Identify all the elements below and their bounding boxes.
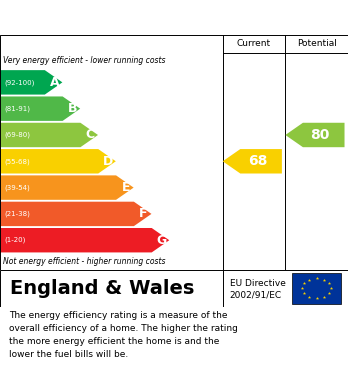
Text: 68: 68	[248, 154, 267, 168]
Text: B: B	[68, 102, 77, 115]
Polygon shape	[0, 123, 98, 147]
Text: Not energy efficient - higher running costs: Not energy efficient - higher running co…	[3, 257, 166, 266]
Bar	[292, 273, 341, 304]
Text: C: C	[86, 129, 95, 142]
Text: EU Directive: EU Directive	[230, 280, 286, 289]
Text: 80: 80	[310, 128, 330, 142]
Polygon shape	[0, 70, 62, 95]
Text: (39-54): (39-54)	[4, 184, 30, 191]
Text: (92-100): (92-100)	[4, 79, 34, 86]
Text: Potential: Potential	[297, 39, 337, 48]
Polygon shape	[223, 149, 282, 174]
Text: G: G	[156, 234, 166, 247]
Text: The energy efficiency rating is a measure of the
overall efficiency of a home. T: The energy efficiency rating is a measur…	[9, 311, 238, 359]
Text: Energy Efficiency Rating: Energy Efficiency Rating	[10, 10, 220, 25]
Text: 2002/91/EC: 2002/91/EC	[230, 291, 282, 300]
Text: Very energy efficient - lower running costs: Very energy efficient - lower running co…	[3, 56, 166, 66]
Text: D: D	[103, 155, 113, 168]
Polygon shape	[0, 228, 169, 253]
Text: A: A	[50, 76, 59, 89]
Text: (55-68): (55-68)	[4, 158, 30, 165]
Text: England & Wales: England & Wales	[10, 279, 195, 298]
Text: (69-80): (69-80)	[4, 132, 30, 138]
Text: F: F	[139, 207, 148, 221]
Text: Current: Current	[237, 39, 271, 48]
Polygon shape	[0, 149, 116, 174]
Polygon shape	[0, 202, 151, 226]
Text: (21-38): (21-38)	[4, 211, 30, 217]
Polygon shape	[285, 123, 345, 147]
Polygon shape	[0, 176, 134, 200]
Text: (1-20): (1-20)	[4, 237, 25, 244]
Text: (81-91): (81-91)	[4, 106, 30, 112]
Text: E: E	[121, 181, 130, 194]
Polygon shape	[0, 97, 80, 121]
